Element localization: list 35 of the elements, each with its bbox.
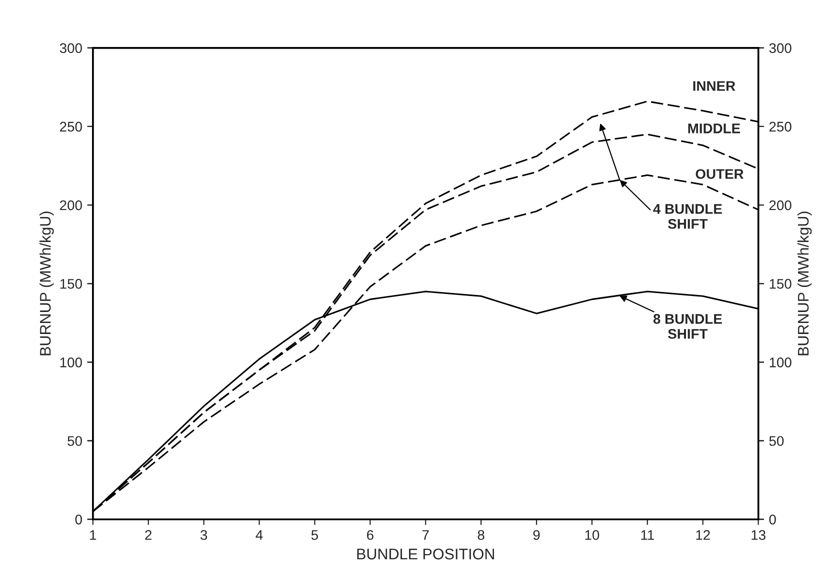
annotation: 4 BUNDLE SHIFT (653, 204, 722, 229)
y-tick-label: 300 (60, 43, 82, 54)
y-tick-label: 250 (60, 122, 82, 132)
series-label: OUTER (696, 169, 744, 179)
x-tick-label: 13 (752, 530, 766, 540)
x-tick-label: 3 (200, 530, 208, 540)
x-tick-label: 6 (367, 530, 374, 540)
y2-tick-label: 200 (769, 200, 792, 210)
x-tick-label: 4 (256, 530, 263, 540)
y2-tick-label: 250 (769, 122, 792, 132)
x-tick-label: 9 (533, 530, 540, 540)
x-tick-label: 1 (90, 530, 96, 540)
series-label: INNER (693, 81, 736, 91)
x-tick-label: 11 (641, 530, 654, 540)
x-tick-label: 5 (311, 530, 318, 540)
y-tick-label: 100 (60, 358, 82, 368)
x-tick-label: 7 (422, 530, 429, 540)
series-label: 8 BUNDLE SHIFT (653, 314, 722, 339)
y2-tick-label: 0 (769, 514, 776, 524)
y-axis-title: BURNUP (MWh/kgU) (40, 212, 54, 356)
y-tick-label: 200 (60, 200, 82, 210)
y-tick-label: 0 (75, 514, 82, 524)
y2-tick-label: 50 (769, 436, 784, 446)
series-label: MIDDLE (688, 124, 740, 134)
x-axis-title: BUNDLE POSITION (357, 548, 494, 560)
y-tick-label: 150 (60, 278, 82, 289)
y2-tick-label: 150 (770, 278, 792, 289)
x-tick-label: 2 (145, 530, 152, 540)
x-tick-label: 10 (585, 530, 600, 540)
x-tick-label: 8 (478, 530, 484, 540)
y2-tick-label: 100 (770, 358, 792, 368)
y2-axis-title: BURNUP (MWh/kgU) (797, 212, 812, 356)
x-tick-label: 12 (696, 530, 710, 540)
y2-tick-label: 300 (769, 43, 792, 54)
y-tick-label: 50 (68, 436, 82, 446)
